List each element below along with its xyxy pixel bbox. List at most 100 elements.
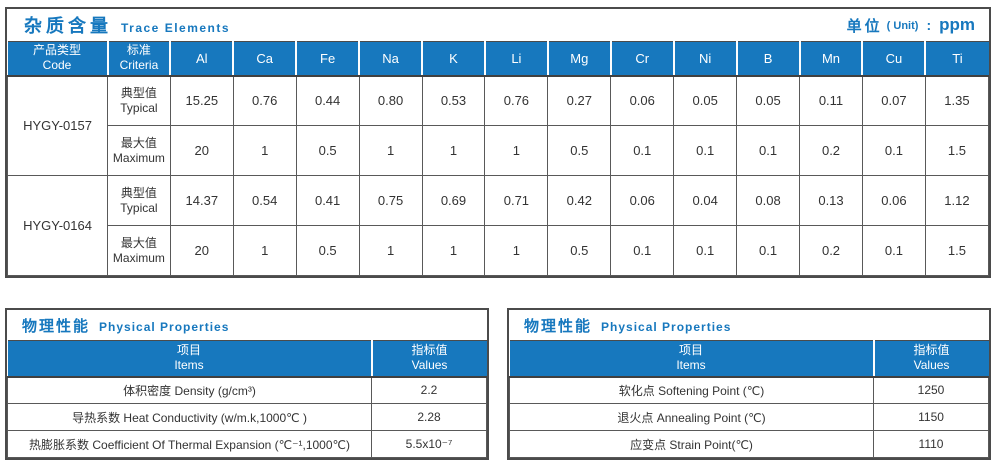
value-cell: 0.53 [421,75,486,126]
item-cell: 体积密度 Density (g/cm³) [6,376,373,404]
unit-zh: 单位 [846,17,883,35]
value-cell: 0.54 [232,175,297,226]
unit-colon: : [926,17,932,33]
value-cell: 0.1 [610,225,675,276]
col-header-criteria-zh: 标准 [126,43,151,58]
table-row-0164-typical: HYGY-0164 典型值 Typical 14.37 0.54 0.41 0.… [6,175,990,276]
value-cell: 0.5 [295,125,360,176]
value-cell: 1.12 [924,175,990,226]
col-header-li: Li [483,41,548,77]
value-cell: 0.05 [673,75,738,126]
value-cell: 0.2 [799,125,863,176]
trace-elements-panel: 杂质含量 Trace Elements 单位 ( Unit) : ppm 产品类型… [5,7,991,278]
value-cell: 0.1 [861,125,926,176]
criteria-cell: 典型值 Typical [107,175,171,226]
unit-en: ( Unit) [886,19,919,32]
value-cell: 0.05 [736,75,801,126]
col-header-criteria-en: Criteria [119,58,159,73]
criteria-en: Typical [120,200,158,215]
item-cell: 应变点 Strain Point(℃) [508,430,875,458]
col-header-values-en: Values [913,358,950,373]
item-cell: 退火点 Annealing Point (℃) [508,403,875,431]
criteria-cell: 典型值 Typical [107,75,171,126]
table-row-density: 体积密度 Density (g/cm³) 2.2 [6,376,487,404]
table-row-0157-maximum: 最大值 Maximum 20 1 0.5 1 1 1 0.5 0.1 0.1 0… [8,125,990,176]
value-cell: 1 [358,225,423,276]
table-row-strain-point: 应变点 Strain Point(℃) 1110 [508,430,989,458]
value-cell: 1 [358,125,423,176]
code-cell-hygy-0157: HYGY-0157 [6,75,109,176]
value-cell: 0.1 [673,125,738,176]
col-header-ni: Ni [672,41,737,77]
value-cell: 0.2 [799,225,863,276]
criteria-en: Maximum [112,250,165,265]
value-cell: 0.27 [547,75,612,126]
criteria-zh: 最大值 [120,235,157,250]
value-cell: 1 [421,125,486,176]
value-cell: 1 [232,125,297,176]
value-cell: 1 [421,225,486,276]
value-cell: 1 [484,225,549,276]
value-cell: 0.76 [232,75,297,126]
value-cell: 0.80 [358,75,423,126]
code-cell-hygy-0164: HYGY-0164 [6,175,109,276]
col-header-values-en: Values [411,358,448,373]
physical-left-title-bar: 物理性能 Physical Properties [7,310,487,340]
value-cell: 1 [484,125,549,176]
trace-title-en: Trace Elements [121,21,231,35]
value-cell: 2.2 [371,376,487,404]
col-header-ca: Ca [232,41,297,77]
value-cell: 1110 [873,430,989,458]
criteria-en: Maximum [112,150,165,165]
physical-left-title: 物理性能 Physical Properties [22,315,229,336]
value-cell: 0.1 [610,125,675,176]
physical-properties-left-panel: 物理性能 Physical Properties 项目 Items 指标值 Val… [5,308,489,460]
value-cell: 1150 [873,403,989,431]
criteria-zh: 典型值 [120,185,157,200]
physical-properties-right-panel: 物理性能 Physical Properties 项目 Items 指标值 Val… [507,308,991,460]
col-header-fe: Fe [295,41,360,77]
col-header-ti: Ti [924,41,989,77]
criteria-cell: 最大值 Maximum [107,125,171,176]
physical-right-header-row: 项目 Items 指标值 Values [509,340,989,378]
unit-value: ppm [939,15,975,34]
physical-right-table: 项目 Items 指标值 Values 软化点 Softening Point … [508,340,989,458]
value-cell: 0.41 [295,175,360,226]
value-cell: 0.1 [736,125,801,176]
col-header-criteria: 标准 Criteria [106,41,171,77]
col-header-items: 项目 Items [509,340,874,378]
item-cell: 热膨胀系数 Coefficient Of Thermal Expansion (… [6,430,373,458]
col-header-items-zh: 项目 [679,343,704,358]
criteria-zh: 典型值 [120,85,157,100]
trace-title-bar: 杂质含量 Trace Elements 单位 ( Unit) : ppm [7,9,989,41]
trace-header-row: 产品类型 Code 标准 Criteria Al Ca Fe Na K Li M… [7,41,989,77]
value-cell: 0.5 [295,225,360,276]
value-cell: 0.06 [610,75,675,126]
col-header-mg: Mg [546,41,611,77]
value-cell: 2.28 [371,403,487,431]
col-header-cr: Cr [609,41,674,77]
value-cell: 0.11 [799,75,863,126]
table-row-heat-conductivity: 导热系数 Heat Conductivity (w/m.k,1000℃ ) 2.… [6,403,487,431]
value-cell: 0.07 [861,75,926,126]
value-cell: 0.5 [547,125,612,176]
value-cell: 0.42 [547,175,612,226]
value-cell: 1 [232,225,297,276]
physical-properties-row: 物理性能 Physical Properties 项目 Items 指标值 Val… [5,308,991,460]
col-header-k: K [421,41,485,77]
col-header-values-zh: 指标值 [411,343,448,358]
value-cell: 0.69 [421,175,486,226]
value-cell: 0.1 [861,225,926,276]
value-cell: 0.1 [736,225,801,276]
value-cell: 5.5x10⁻⁷ [371,430,487,458]
col-header-b: B [735,41,800,77]
value-cell: 0.44 [295,75,360,126]
trace-title-zh: 杂质含量 [24,16,112,36]
criteria-en: Typical [120,100,158,115]
physical-right-title-en: Physical Properties [601,319,732,334]
value-cell: 0.5 [547,225,612,276]
value-cell: 20 [169,225,234,276]
value-cell: 1250 [873,376,989,404]
value-cell: 1.5 [924,125,990,176]
